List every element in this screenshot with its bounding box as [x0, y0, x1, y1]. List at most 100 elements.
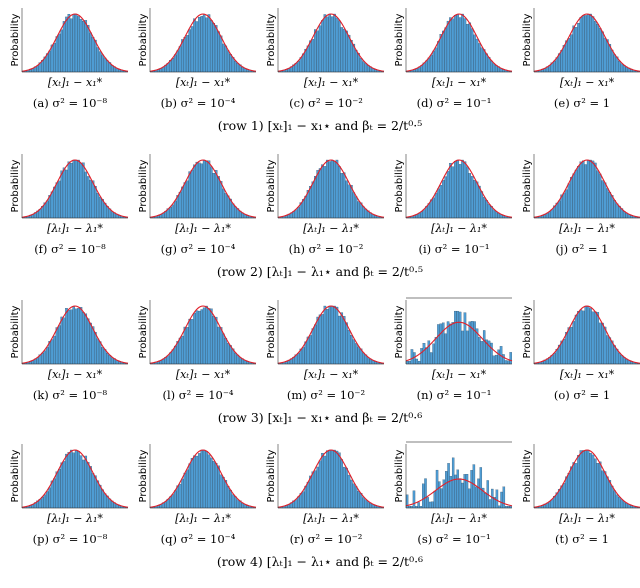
subcaption-p: (p) σ² = 10⁻⁸: [32, 532, 108, 546]
histogram-bar: [451, 322, 455, 365]
histogram-bar: [415, 358, 419, 365]
histogram-bar: [200, 449, 203, 509]
histogram-bar: [205, 305, 208, 365]
normal-fit-curve: [405, 478, 513, 507]
histogram-bar: [591, 311, 595, 365]
histogram-bar: [620, 355, 624, 365]
histogram-p: Probability [λₜ]₁ − λ₁*: [10, 444, 129, 525]
histogram-bar: [50, 44, 54, 73]
row-caption-2: (row 2) [λₜ]₁ − λ₁⋆ and βₜ = 2/t⁰·⁵: [216, 264, 424, 279]
histogram-bar: [304, 485, 307, 509]
histogram-bar: [461, 330, 464, 365]
histogram-bar: [222, 476, 225, 509]
histogram-bar: [357, 490, 360, 509]
histogram-bar: [214, 170, 218, 219]
histogram-bar: [610, 49, 614, 73]
histogram-bar: [200, 16, 203, 73]
histogram-bar: [608, 480, 612, 509]
histogram-bar: [495, 211, 498, 219]
histogram-bar: [426, 497, 430, 509]
histogram-bar: [567, 38, 571, 73]
histogram-bar: [598, 173, 602, 219]
histogram-bar: [454, 15, 457, 73]
subcaption-e: (e) σ² = 1: [553, 96, 611, 110]
histogram-bar: [328, 13, 331, 73]
histogram-bar: [584, 164, 587, 219]
histogram-bar: [454, 310, 457, 365]
histogram-bar: [311, 471, 315, 509]
histogram-bar: [82, 162, 85, 219]
histogram-bar: [422, 343, 426, 365]
histogram-r: Probability [λₜ]₁ − λ₁*: [266, 444, 385, 525]
panel-f: Probability [λₜ]₁ − λ₁*: [6, 150, 134, 240]
histogram-bar: [326, 450, 329, 509]
histogram-bar: [195, 455, 199, 509]
histogram-bar: [306, 336, 310, 365]
subcaption-b: (b) σ² = 10⁻⁴: [160, 96, 236, 110]
histogram-bar: [570, 177, 573, 219]
histogram-bar: [41, 496, 44, 509]
normal-fit-curve: [533, 13, 640, 72]
histogram-bar: [169, 496, 172, 509]
histogram-bar: [328, 161, 331, 219]
histogram-bar: [212, 461, 216, 509]
histogram-bar: [111, 211, 114, 219]
histogram-bar: [433, 490, 436, 509]
histogram-bar: [594, 458, 597, 509]
histogram-bar: [171, 349, 175, 365]
histogram-bar: [217, 176, 220, 219]
histogram-bar: [222, 333, 225, 365]
histogram-bar: [603, 471, 607, 509]
histogram-bar: [77, 159, 80, 219]
histogram-bar: [456, 14, 459, 73]
histogram-bar: [72, 452, 75, 509]
histogram-bar: [171, 494, 175, 509]
histogram-bar: [77, 451, 80, 509]
histogram-bar: [410, 349, 414, 365]
histogram-bar: [442, 322, 445, 365]
histogram-bar: [603, 326, 607, 365]
histogram-bar: [94, 475, 97, 509]
histogram-bar: [183, 37, 187, 73]
histogram-bar: [335, 450, 339, 509]
histogram-bar: [451, 166, 455, 219]
histogram-bar: [470, 470, 473, 509]
histogram-bar: [60, 462, 63, 509]
histogram-k: Probability [xₜ]₁ − x₁*: [10, 300, 129, 381]
histogram-bar: [446, 20, 450, 73]
histogram-bar: [354, 196, 358, 219]
histogram-bar: [48, 487, 51, 509]
histogram-bar: [478, 185, 481, 219]
histogram-bar: [596, 170, 600, 219]
histogram-bar: [451, 457, 455, 509]
histogram-bar: [190, 319, 194, 365]
histogram-bar: [565, 332, 568, 365]
histogram-bar: [582, 160, 585, 219]
histogram-bar: [314, 470, 317, 509]
histogram-bar: [589, 452, 592, 509]
y-axis-label: Probability: [522, 13, 533, 66]
histogram-bar: [111, 357, 114, 365]
histogram-bar: [550, 499, 554, 509]
histogram-q: Probability [λₜ]₁ − λ₁*: [138, 444, 257, 525]
histogram-bar: [468, 22, 472, 73]
histogram-bar: [82, 459, 85, 509]
histogram-bar: [439, 185, 443, 219]
histogram-bar: [297, 496, 300, 509]
histogram-bar: [490, 60, 493, 73]
histogram-bar: [451, 18, 455, 73]
histogram-bar: [297, 61, 300, 73]
histogram-bar: [326, 16, 329, 73]
x-axis-label: [xₜ]₁ − x₁*: [432, 368, 487, 381]
histogram-bar: [468, 488, 471, 509]
histogram-bar: [553, 60, 556, 73]
histogram-j: Probability [λₜ]₁ − λ₁*: [522, 154, 640, 235]
normal-fit-curve: [405, 159, 513, 218]
x-axis-label: [λₜ]₁ − λ₁*: [175, 512, 231, 525]
histogram-bar: [468, 173, 472, 219]
histogram-bar: [357, 201, 360, 219]
histogram-bar: [294, 499, 298, 509]
histogram-bar: [205, 451, 208, 509]
histogram-bar: [72, 14, 75, 73]
y-axis-label: Probability: [10, 159, 21, 212]
